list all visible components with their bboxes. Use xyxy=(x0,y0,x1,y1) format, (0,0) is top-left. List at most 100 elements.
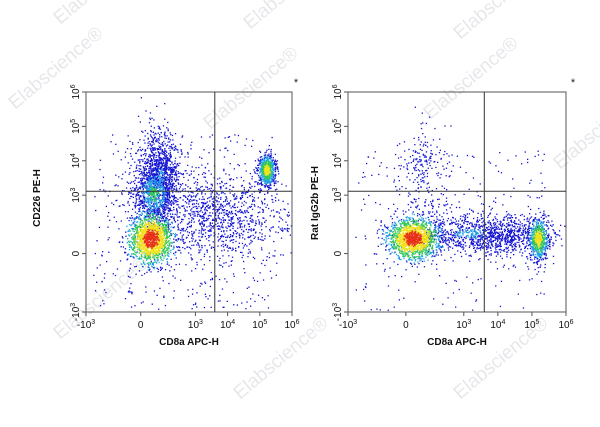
event-dot xyxy=(168,190,170,192)
event-dot xyxy=(174,213,176,215)
event-dot xyxy=(135,255,137,257)
event-dot xyxy=(248,189,250,191)
event-dot xyxy=(212,200,214,203)
event-dot xyxy=(244,210,246,212)
event-dot xyxy=(264,162,267,164)
event-dot xyxy=(141,201,144,203)
event-dot xyxy=(220,230,223,232)
event-dot xyxy=(219,228,221,230)
event-dot xyxy=(267,172,270,174)
event-dot xyxy=(118,205,120,207)
event-dot xyxy=(149,268,151,271)
event-dot xyxy=(179,212,181,214)
event-dot xyxy=(249,250,251,253)
event-dot xyxy=(151,159,153,161)
event-dot xyxy=(155,201,158,203)
event-dot xyxy=(160,238,163,240)
event-dot xyxy=(167,183,169,185)
event-dot xyxy=(178,216,180,218)
event-dot xyxy=(191,234,193,236)
event-dot xyxy=(148,269,150,272)
event-dot xyxy=(172,213,174,215)
event-dot xyxy=(208,217,210,220)
event-dot xyxy=(217,236,219,238)
event-dot xyxy=(221,212,223,214)
event-dot xyxy=(142,210,144,213)
event-dot xyxy=(96,240,98,242)
event-dot xyxy=(159,246,161,249)
event-dot xyxy=(219,177,221,179)
event-dot xyxy=(171,134,174,137)
event-dot xyxy=(160,214,162,216)
event-dot xyxy=(149,176,151,178)
event-dot xyxy=(147,161,149,164)
event-dot xyxy=(161,214,163,216)
event-dot xyxy=(165,199,167,201)
event-dot xyxy=(275,211,278,213)
event-dot xyxy=(161,247,163,250)
event-dot xyxy=(285,185,287,187)
event-dot xyxy=(237,163,239,166)
event-dot xyxy=(193,244,195,246)
event-dot xyxy=(262,172,265,174)
event-dot xyxy=(140,240,143,242)
event-dot xyxy=(187,153,189,155)
event-dot xyxy=(287,211,290,213)
event-dot xyxy=(150,169,152,172)
event-dot xyxy=(155,225,157,227)
event-dot xyxy=(128,173,130,175)
event-dot xyxy=(164,245,166,247)
event-dot xyxy=(155,164,157,166)
event-dot xyxy=(177,226,179,228)
event-dot xyxy=(246,245,248,247)
event-dot xyxy=(262,209,264,211)
event-dot xyxy=(264,155,266,157)
event-dot xyxy=(168,153,170,155)
event-dot xyxy=(274,159,277,161)
event-dot xyxy=(259,167,261,169)
event-dot xyxy=(148,254,150,256)
event-dot xyxy=(233,198,235,200)
event-dot xyxy=(217,215,219,217)
event-dot xyxy=(255,181,257,183)
event-dot xyxy=(152,140,154,142)
event-dot xyxy=(161,223,163,225)
event-dot xyxy=(115,221,118,223)
event-dot xyxy=(136,221,138,223)
event-dot xyxy=(168,138,170,140)
event-dot xyxy=(164,167,166,169)
event-dot xyxy=(173,227,175,229)
event-dot xyxy=(264,165,266,168)
event-dot xyxy=(229,200,232,202)
event-dot xyxy=(137,246,140,248)
event-dot xyxy=(235,214,238,216)
event-dot xyxy=(102,182,104,184)
event-dot xyxy=(196,184,198,186)
event-dot xyxy=(141,232,143,234)
event-dot xyxy=(149,262,151,264)
event-dot xyxy=(150,185,152,187)
event-dot xyxy=(162,240,164,242)
event-dot xyxy=(147,193,149,195)
event-dot xyxy=(232,227,234,229)
event-dot xyxy=(239,220,241,222)
event-dot xyxy=(209,206,211,208)
event-dot xyxy=(203,176,205,178)
event-dot xyxy=(139,257,141,259)
event-dot xyxy=(201,221,203,223)
event-dot xyxy=(259,151,262,153)
event-dot xyxy=(143,162,146,164)
event-dot xyxy=(169,157,172,159)
event-dot xyxy=(186,202,188,204)
event-dot xyxy=(209,224,211,226)
event-dot xyxy=(160,175,162,177)
event-dot xyxy=(127,193,130,195)
event-dot xyxy=(138,215,141,218)
event-dot xyxy=(141,192,143,195)
event-dot xyxy=(174,133,177,135)
event-dot xyxy=(227,213,230,216)
event-dot xyxy=(150,158,152,160)
event-dot xyxy=(222,209,225,211)
event-dot xyxy=(170,258,172,260)
event-dot xyxy=(232,218,234,220)
